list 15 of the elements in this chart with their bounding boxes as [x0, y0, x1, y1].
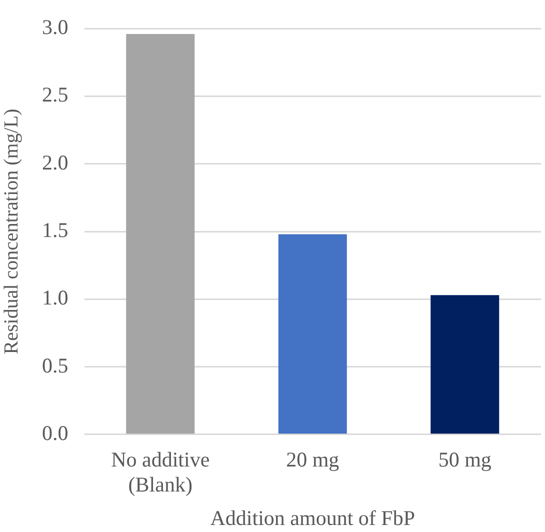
y-tick-label: 1.0 [42, 286, 68, 310]
x-tick-label: No additive (Blank) [111, 448, 210, 497]
y-tick-label: 0.0 [42, 420, 68, 445]
y-tick-label: 2.5 [42, 82, 68, 107]
y-tick-label: 1.5 [42, 218, 68, 242]
x-axis-title: Addition amount of FbP [210, 506, 416, 530]
y-tick-label: 0.5 [42, 353, 68, 378]
y-tick-label: 2.0 [42, 150, 68, 174]
x-tick-label: 50 mg [438, 448, 492, 472]
bar [430, 295, 500, 434]
x-tick-label: 20 mg [286, 448, 340, 472]
bar [278, 234, 347, 434]
y-tick-label: 3.0 [42, 15, 68, 40]
y-axis-title: Residual concentration (mg/L) [0, 108, 22, 354]
bar [126, 34, 195, 434]
